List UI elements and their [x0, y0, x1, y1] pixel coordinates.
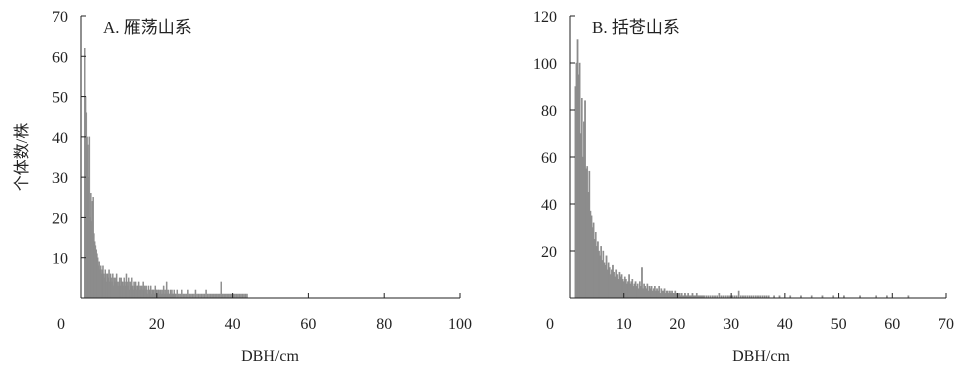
chart-title-b: B. 括苍山系 [592, 18, 680, 37]
x-tick-label-b: 40 [777, 316, 793, 333]
bar [181, 289, 183, 299]
bar [190, 293, 192, 299]
bar [191, 293, 194, 299]
bar [208, 293, 210, 299]
bar [182, 293, 185, 299]
bar [229, 293, 232, 299]
y-tick-label-a: 60 [52, 49, 68, 66]
bar [243, 293, 245, 299]
x-tick-label-a: 100 [448, 316, 472, 333]
bar [199, 293, 201, 299]
bar [220, 281, 222, 299]
x-tick-label-b: 30 [723, 316, 739, 333]
bar [197, 293, 200, 299]
bar [174, 293, 177, 299]
bar [235, 293, 238, 299]
y-tick-label-b: 40 [541, 197, 557, 214]
x-tick-label-a: 80 [376, 316, 392, 333]
bar [241, 293, 244, 299]
bar [240, 293, 242, 299]
x-tick-label-b: 10 [616, 316, 632, 333]
bar [237, 293, 239, 299]
bars-a [84, 48, 248, 299]
bar [203, 293, 206, 299]
bar [176, 289, 179, 299]
bar [244, 293, 247, 299]
bar [228, 293, 230, 299]
bar [194, 289, 197, 299]
y-tick-label-a: 10 [52, 251, 68, 268]
bar [718, 293, 721, 299]
bar [184, 293, 186, 299]
bar [226, 293, 229, 299]
x-tick-label-a: 40 [225, 316, 241, 333]
bar [212, 293, 215, 299]
x-axis-title-a: DBH/cm [241, 348, 299, 365]
bar [200, 293, 203, 299]
bar [187, 289, 189, 299]
x-tick-label-a: 60 [300, 316, 316, 333]
chart-panel-b: B. 括苍山系 DBH/cm 0 10 20 30 40 50 60 70 20 40 60 80 10… [533, 9, 954, 365]
x-tick-label-b: 20 [669, 316, 685, 333]
x-axis-title-b: DBH/cm [732, 348, 790, 365]
chart-title-a: A. 雁荡山系 [103, 18, 192, 37]
bar [225, 293, 227, 299]
bar [223, 293, 226, 299]
bar [246, 293, 248, 299]
y-tick-label-a: 70 [52, 9, 68, 26]
bar [206, 293, 209, 299]
y-axis-title: 个体数/株 [13, 123, 31, 191]
bar [205, 289, 207, 299]
bar [179, 293, 182, 299]
bar [178, 293, 180, 299]
x-tick-label-b: 60 [884, 316, 900, 333]
bar [218, 293, 221, 299]
y-tick-label-b: 80 [541, 103, 557, 120]
x-tick-label-b: 70 [938, 316, 954, 333]
bars-b [574, 39, 910, 299]
y-tick-label-a: 20 [52, 210, 68, 227]
bar [238, 293, 241, 299]
y-tick-label-a: 40 [52, 130, 68, 147]
bar [188, 293, 191, 299]
bar [215, 293, 218, 299]
bar [193, 293, 195, 299]
bar [185, 293, 188, 299]
x-tick-label-b: 0 [546, 316, 554, 333]
chart-panel-a: A. 雁荡山系 DBH/cm 0 20 40 60 80 100 10 20 30 40 50 60 7… [52, 9, 472, 365]
y-tick-label-a: 50 [52, 90, 68, 107]
bar [202, 293, 204, 299]
bar [234, 293, 236, 299]
y-tick-label-b: 60 [541, 150, 557, 167]
y-tick-label-b: 100 [533, 56, 557, 73]
bar [214, 293, 216, 299]
y-tick-label-b: 120 [533, 9, 557, 26]
x-tick-label-b: 50 [831, 316, 847, 333]
bar [209, 293, 212, 299]
x-tick-label-a: 20 [149, 316, 165, 333]
bar [196, 293, 198, 299]
bar [737, 290, 740, 299]
bar [211, 293, 213, 299]
y-tick-label-b: 20 [541, 244, 557, 261]
bar [221, 293, 224, 299]
x-tick-label-a: 0 [57, 316, 65, 333]
y-tick-label-a: 30 [52, 170, 68, 187]
bar [217, 293, 219, 299]
